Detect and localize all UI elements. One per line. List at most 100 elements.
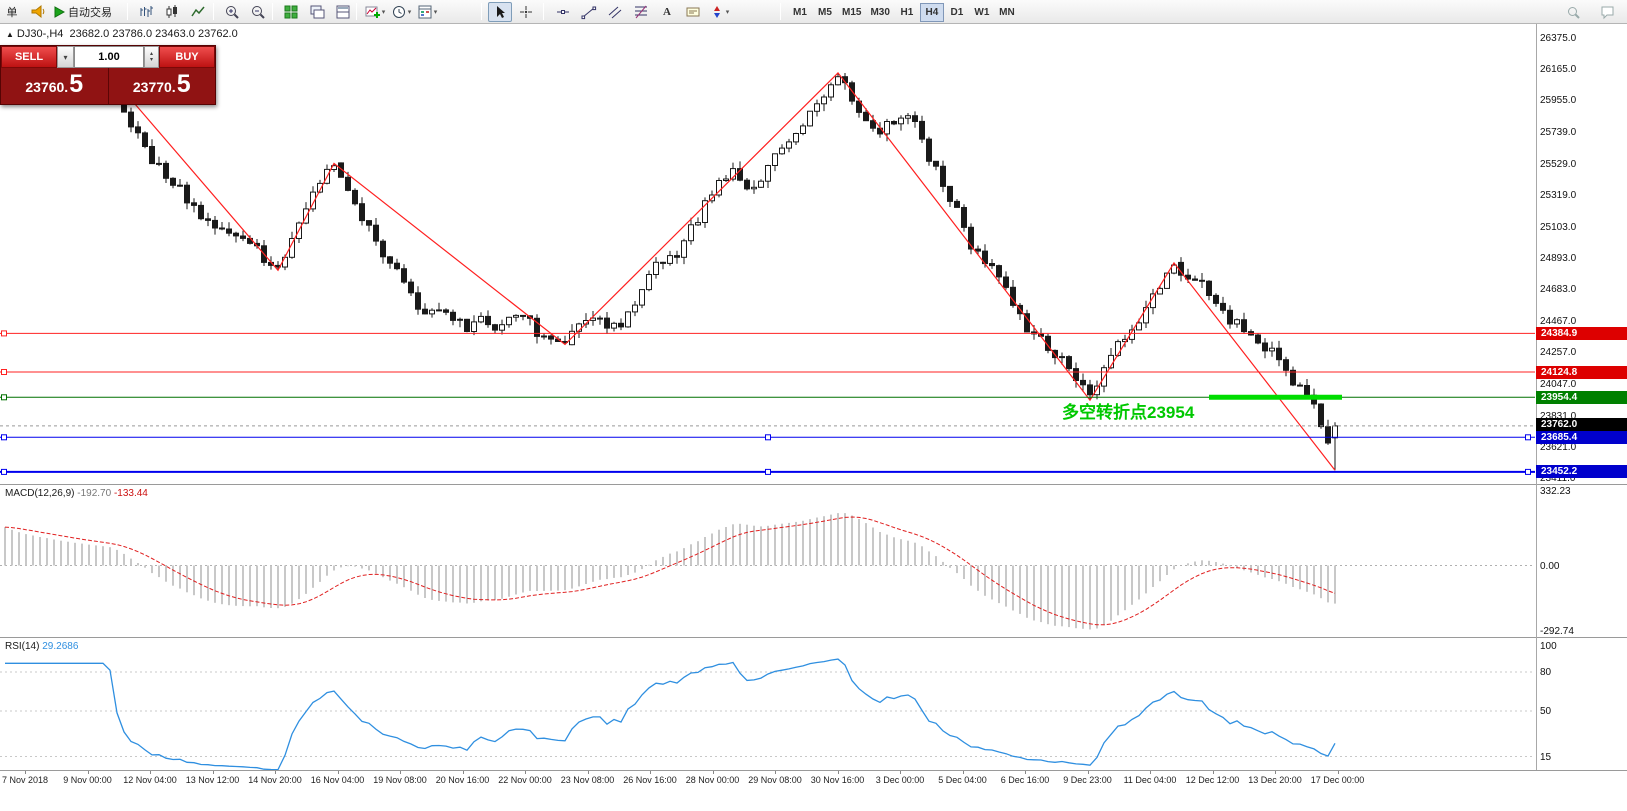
tile-windows-icon[interactable] bbox=[279, 2, 303, 22]
timeframe-m15[interactable]: M15 bbox=[842, 6, 862, 18]
fibonacci-icon[interactable] bbox=[629, 2, 653, 22]
timeframe-h4[interactable]: H4 bbox=[919, 2, 944, 22]
time-label: 23 Nov 08:00 bbox=[560, 775, 615, 785]
price-tag: 24124.8 bbox=[1536, 365, 1627, 379]
chart-line-icon[interactable] bbox=[186, 2, 210, 22]
zoom-out-icon[interactable] bbox=[246, 2, 270, 22]
time-label: 30 Nov 16:00 bbox=[810, 775, 865, 785]
price-tag: 23954.4 bbox=[1536, 390, 1627, 404]
horizontal-line-icon[interactable] bbox=[551, 2, 575, 22]
timeframe-m5[interactable]: M5 bbox=[818, 6, 832, 18]
chart-canvas[interactable] bbox=[0, 24, 1627, 484]
volume-stepper[interactable]: ▴ ▾ bbox=[144, 46, 159, 68]
cursor-button[interactable] bbox=[488, 2, 512, 22]
time-tick bbox=[1337, 771, 1339, 774]
time-tick bbox=[650, 771, 651, 774]
search-icon[interactable] bbox=[1561, 2, 1585, 22]
chat-icon[interactable] bbox=[1595, 2, 1619, 22]
text-label-icon[interactable] bbox=[681, 2, 705, 22]
autotrade-play-icon bbox=[53, 6, 65, 18]
news-horn-icon[interactable] bbox=[26, 2, 50, 22]
autotrade-button[interactable]: 自动交易 bbox=[52, 2, 113, 22]
toolbar-separator bbox=[543, 3, 544, 20]
chart-ohlc: 23682.0 23786.0 23463.0 23762.0 bbox=[69, 28, 238, 40]
time-tick bbox=[462, 771, 464, 774]
time-tick bbox=[837, 771, 839, 774]
text-icon[interactable]: A bbox=[663, 6, 671, 18]
price-axis-label: 25103.0 bbox=[1540, 221, 1577, 233]
volume-input[interactable] bbox=[74, 46, 144, 68]
time-label: 20 Nov 16:00 bbox=[435, 775, 490, 785]
time-tick bbox=[900, 771, 901, 774]
time-label: 11 Dec 04:00 bbox=[1123, 775, 1177, 785]
new-order-label: 单 bbox=[6, 7, 18, 19]
timeframe-m30[interactable]: M30 bbox=[870, 6, 890, 18]
chart-candles-icon[interactable] bbox=[160, 2, 184, 22]
timeframe-d1[interactable]: D1 bbox=[950, 6, 964, 18]
price-axis-label: 23411.0 bbox=[1540, 472, 1576, 484]
timeframe-m1[interactable]: M1 bbox=[793, 6, 807, 18]
price-axis-label: 26375.0 bbox=[1540, 33, 1577, 44]
time-label: 17 Dec 00:00 bbox=[1310, 775, 1365, 785]
time-tick bbox=[275, 771, 276, 774]
turning-point-annotation[interactable]: 多空转折点23954 bbox=[1062, 403, 1195, 422]
price-axis-label: 24047.0 bbox=[1540, 378, 1577, 390]
time-label: 14 Nov 20:00 bbox=[248, 775, 302, 785]
buy-button[interactable]: BUY bbox=[159, 46, 215, 68]
templates-button[interactable]: ▾ bbox=[415, 2, 439, 22]
time-label: 9 Nov 00:00 bbox=[63, 775, 112, 785]
rsi-value: 29.2686 bbox=[42, 641, 79, 652]
crosshair-button[interactable] bbox=[514, 2, 538, 22]
chevron-down-icon: ▾ bbox=[725, 9, 730, 16]
timeframe-h1[interactable]: H1 bbox=[900, 6, 914, 18]
zoom-in-icon[interactable] bbox=[220, 2, 244, 22]
chevron-down-icon: ▾ bbox=[433, 9, 438, 16]
volume-dropdown-button[interactable]: ▾ bbox=[57, 46, 74, 68]
time-tick bbox=[1150, 771, 1151, 774]
sell-price-display[interactable]: 23760. 5 bbox=[1, 68, 109, 104]
time-label: 22 Nov 00:00 bbox=[498, 775, 552, 785]
one-click-trading-panel: SELL ▾ ▴▾ BUY 23760.5 23770.5 bbox=[0, 45, 216, 105]
chevron-down-icon: ▾ bbox=[407, 9, 412, 16]
time-tick bbox=[87, 771, 89, 774]
sell-button[interactable]: SELL bbox=[1, 46, 57, 68]
equidistant-channel-icon[interactable] bbox=[603, 2, 627, 22]
time-label: 12 Nov 04:00 bbox=[123, 775, 177, 785]
time-label: 29 Nov 08:00 bbox=[748, 775, 802, 785]
cascade-windows-icon[interactable] bbox=[305, 2, 329, 22]
time-label: 12 Dec 12:00 bbox=[1185, 775, 1240, 785]
macd-canvas[interactable] bbox=[0, 485, 1627, 637]
rsi-axis-label: 100 bbox=[1540, 641, 1557, 652]
time-tick bbox=[1212, 771, 1214, 774]
periods-button[interactable]: ▾ bbox=[389, 2, 413, 22]
toolbar-separator bbox=[213, 3, 214, 20]
time-tick bbox=[775, 771, 776, 774]
buy-price-display[interactable]: 23770. 5 bbox=[108, 68, 215, 104]
time-label: 5 Dec 04:00 bbox=[938, 775, 987, 785]
toolbar-separator bbox=[356, 3, 357, 20]
timeframe-mn[interactable]: MN bbox=[999, 6, 1015, 18]
macd-axis-label: 332.23 bbox=[1540, 486, 1571, 497]
rsi-canvas[interactable] bbox=[0, 638, 1627, 770]
macd-axis-label: -292.74 bbox=[1540, 626, 1574, 637]
time-label: 16 Nov 04:00 bbox=[310, 775, 365, 785]
timeframe-w1[interactable]: W1 bbox=[974, 6, 990, 18]
trendline-icon[interactable] bbox=[577, 2, 601, 22]
time-tick bbox=[25, 771, 26, 774]
time-tick bbox=[1025, 771, 1026, 774]
time-tick bbox=[337, 771, 339, 774]
new-order-button[interactable]: 单 bbox=[0, 2, 24, 22]
toolbar-separator bbox=[481, 3, 482, 20]
chart-bars-icon[interactable] bbox=[134, 2, 158, 22]
indicators-button[interactable]: ▾ bbox=[363, 2, 387, 22]
rsi-label: RSI(14) 29.2686 bbox=[5, 641, 79, 652]
autotrade-label: 自动交易 bbox=[68, 7, 112, 19]
tile-horizontal-icon[interactable] bbox=[331, 2, 355, 22]
macd-main-value: -192.70 bbox=[77, 488, 112, 499]
arrows-button[interactable]: ▾ bbox=[707, 2, 731, 22]
price-axis-label: 25319.0 bbox=[1540, 189, 1577, 201]
price-axis-label: 23831.0 bbox=[1540, 410, 1577, 422]
price-axis-label: 26165.0 bbox=[1540, 64, 1577, 76]
time-axis[interactable]: 7 Nov 2018 9 Nov 00:00 12 Nov 04:00 13 Nov … bbox=[0, 770, 1627, 811]
